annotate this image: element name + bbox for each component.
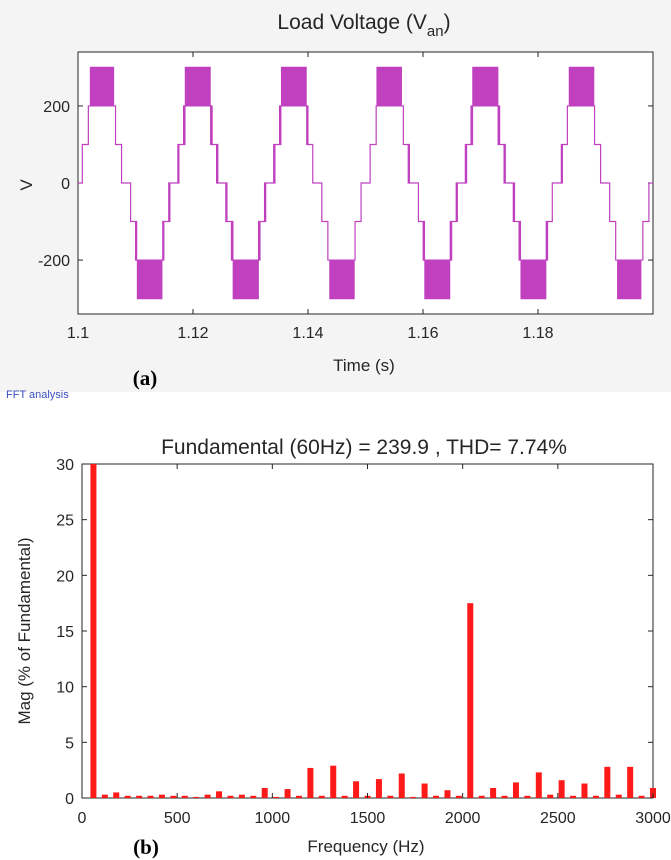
fft-bar bbox=[261, 787, 268, 798]
chart-a-ytick-label: 0 bbox=[61, 176, 70, 193]
fft-bar bbox=[421, 783, 428, 798]
fft-bar bbox=[433, 795, 440, 798]
fft-bar bbox=[341, 795, 348, 798]
fft-bar bbox=[284, 789, 291, 798]
fft-bar bbox=[90, 464, 97, 798]
fft-bar bbox=[444, 790, 451, 798]
fft-bar bbox=[273, 796, 280, 798]
fft-analysis-label: FFT analysis bbox=[6, 389, 69, 401]
fft-bar bbox=[216, 791, 223, 798]
chart-a-xtick-label: 1.14 bbox=[292, 325, 323, 342]
fft-bar bbox=[330, 765, 337, 798]
fft-bar bbox=[375, 779, 382, 798]
fft-bar bbox=[615, 794, 622, 798]
fft-bar bbox=[250, 795, 257, 798]
chart-b-xtick-label: 2500 bbox=[540, 810, 576, 827]
fft-bar bbox=[238, 794, 245, 798]
fft-bar bbox=[158, 794, 165, 798]
chart-a-xtick-label: 1.12 bbox=[177, 325, 208, 342]
fft-bar bbox=[136, 795, 143, 798]
chart-a-xtick-label: 1.18 bbox=[522, 325, 553, 342]
fft-bar bbox=[638, 795, 645, 798]
chart-b-title: Fundamental (60Hz) = 239.9 , THD= 7.74% bbox=[161, 436, 567, 459]
fft-bar bbox=[113, 792, 120, 798]
fft-bar bbox=[387, 795, 394, 798]
chart-b-xtick-label: 1000 bbox=[255, 810, 291, 827]
fft-bar bbox=[467, 603, 474, 798]
chart-a-ytick-label: 200 bbox=[43, 99, 70, 116]
fft-bar bbox=[124, 795, 131, 798]
chart-b-xtick-label: 1500 bbox=[350, 810, 386, 827]
fft-bar bbox=[512, 782, 519, 798]
fft-bar bbox=[547, 794, 554, 798]
chart-b-ytick-label: 0 bbox=[65, 791, 74, 808]
fft-bar bbox=[455, 795, 462, 798]
fft-bar bbox=[604, 766, 611, 798]
chart-b-ylabel: Mag (% of Fundamental) bbox=[15, 537, 34, 724]
fft-bar bbox=[501, 795, 508, 798]
fft-chart: Fundamental (60Hz) = 239.9 , THD= 7.74% … bbox=[15, 436, 671, 859]
fft-bar bbox=[570, 795, 577, 798]
load-voltage-line bbox=[78, 66, 653, 300]
fft-bar bbox=[170, 795, 177, 798]
chart-a-xtick-label: 1.16 bbox=[407, 325, 438, 342]
chart-b-ytick-label: 20 bbox=[56, 568, 74, 585]
fft-bar bbox=[307, 767, 314, 798]
chart-b-ytick-label: 15 bbox=[56, 624, 74, 641]
fft-bar bbox=[204, 794, 211, 798]
fft-bar bbox=[558, 780, 565, 798]
voltage-chart: Load Voltage (Van) 1.1 1.12 1.14 1.16 1.18 -2… bbox=[0, 0, 671, 392]
chart-b-bars bbox=[90, 464, 656, 798]
fft-bar bbox=[353, 781, 360, 798]
chart-b-ytick-label: 30 bbox=[56, 457, 74, 474]
fft-bar bbox=[227, 795, 234, 798]
fft-bar bbox=[592, 795, 599, 798]
chart-a-xtick-label: 1.1 bbox=[67, 325, 89, 342]
chart-b-xlabel: Frequency (Hz) bbox=[307, 837, 424, 856]
fft-bar bbox=[535, 772, 542, 798]
chart-b-axes: 0 500 1000 1500 2000 2500 3000 0 5 10 15 20 25 30 bbox=[56, 457, 671, 827]
fft-bar bbox=[524, 795, 531, 798]
fft-bar bbox=[318, 795, 325, 798]
fft-bar bbox=[410, 796, 417, 798]
chart-b-xtick-label: 500 bbox=[164, 810, 191, 827]
fft-bar bbox=[295, 795, 302, 798]
fft-bar bbox=[398, 773, 405, 798]
chart-a-axes: 1.1 1.12 1.14 1.16 1.18 -200 0 200 bbox=[38, 52, 653, 342]
fft-bar bbox=[101, 794, 108, 798]
chart-b-ytick-label: 5 bbox=[65, 735, 74, 752]
chart-b-plot-area bbox=[81, 463, 654, 799]
fft-bar bbox=[581, 783, 588, 798]
chart-a-ylabel: V bbox=[17, 179, 36, 191]
fft-bar bbox=[650, 787, 656, 798]
chart-a-title: Load Voltage (Van) bbox=[277, 11, 450, 40]
chart-a-xlabel: Time (s) bbox=[333, 356, 395, 375]
chart-b-ytick-label: 25 bbox=[56, 513, 74, 530]
panel-label-a: (a) bbox=[133, 366, 158, 390]
panel-label-b: (b) bbox=[133, 835, 159, 859]
fft-bar bbox=[181, 795, 188, 798]
fft-bar bbox=[627, 766, 634, 798]
chart-b-xtick-label: 0 bbox=[78, 810, 87, 827]
fft-bar bbox=[478, 795, 485, 798]
chart-a-ytick-label: -200 bbox=[38, 253, 70, 270]
chart-b-ytick-label: 10 bbox=[56, 680, 74, 697]
chart-b-xtick-label: 2000 bbox=[445, 810, 481, 827]
fft-bar bbox=[193, 796, 200, 798]
chart-b-xtick-label: 3000 bbox=[635, 810, 671, 827]
fft-bar bbox=[490, 787, 497, 798]
fft-bar bbox=[147, 795, 154, 798]
